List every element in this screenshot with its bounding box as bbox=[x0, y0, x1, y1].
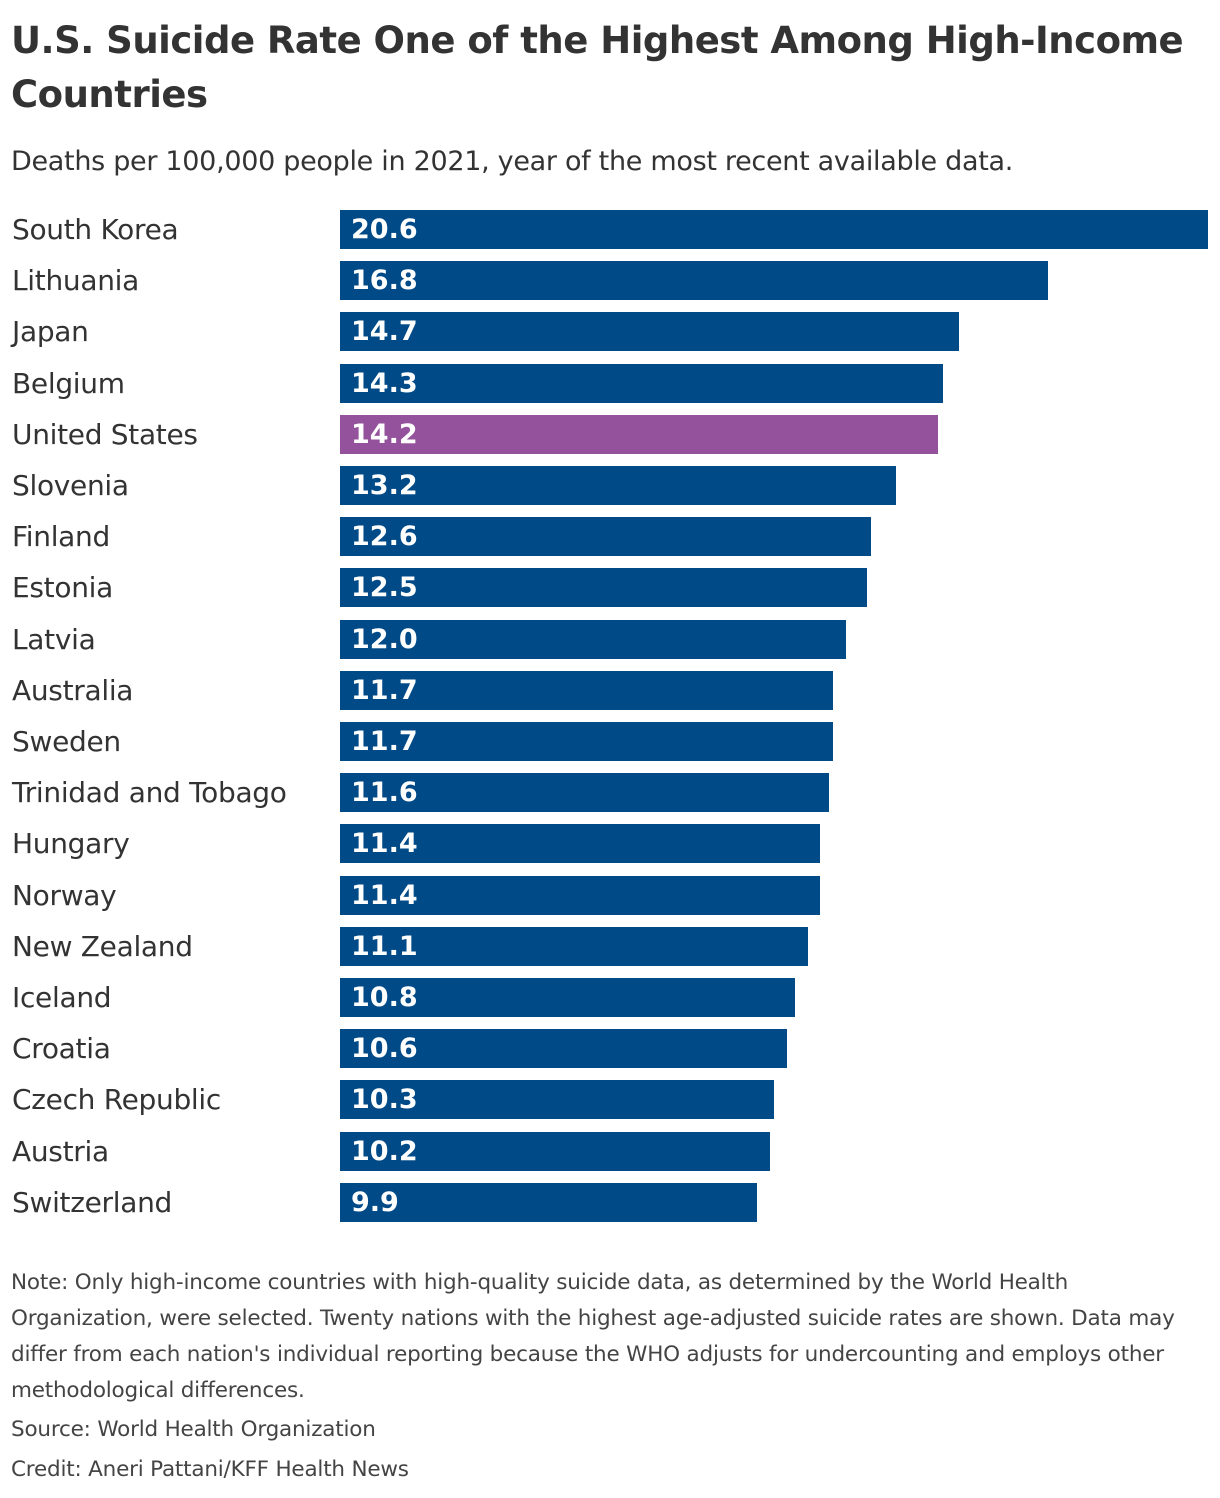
bar bbox=[340, 1080, 774, 1120]
data-label: 20.6 bbox=[351, 214, 418, 245]
data-label: 11.1 bbox=[351, 930, 418, 962]
category-label: Sweden bbox=[12, 725, 121, 758]
category-label: Belgium bbox=[12, 366, 125, 400]
bar bbox=[340, 414, 939, 454]
bar bbox=[340, 824, 821, 864]
category-label: Croatia bbox=[12, 1032, 111, 1066]
bar bbox=[340, 363, 943, 403]
category-label: New Zealand bbox=[12, 929, 193, 963]
category-label: Switzerland bbox=[12, 1185, 173, 1219]
bar bbox=[340, 517, 871, 557]
category-label: Norway bbox=[12, 878, 117, 912]
data-label: 10.6 bbox=[351, 1033, 418, 1065]
data-label: 10.2 bbox=[351, 1135, 418, 1167]
data-label: 14.3 bbox=[351, 367, 418, 399]
data-label: 12.0 bbox=[351, 623, 418, 655]
category-label: Latvia bbox=[12, 622, 96, 656]
category-label: United States bbox=[12, 417, 198, 451]
data-label: 11.6 bbox=[351, 777, 418, 809]
chart-title: U.S. Suicide Rate One of the Highest Amo… bbox=[11, 19, 1184, 116]
bar bbox=[340, 568, 867, 608]
category-label: Czech Republic bbox=[12, 1083, 221, 1117]
credit: Credit: Aneri Pattani/KFF Health News bbox=[11, 1457, 409, 1482]
category-label: Austria bbox=[12, 1134, 109, 1168]
bar bbox=[340, 1182, 758, 1222]
bar-chart: South Korea 20.6 Lithuania 16.8 Japan 14.7 Bel… bbox=[12, 210, 1208, 1222]
bar bbox=[340, 1131, 770, 1171]
data-label: 11.7 bbox=[351, 674, 418, 706]
source: Source: World Health Organization bbox=[11, 1417, 376, 1442]
bar bbox=[340, 722, 833, 761]
bar bbox=[340, 926, 808, 966]
bar bbox=[340, 312, 960, 352]
category-label: Japan bbox=[12, 315, 89, 349]
data-label: 11.7 bbox=[351, 726, 418, 757]
category-label: Hungary bbox=[12, 827, 130, 861]
bar bbox=[340, 1029, 787, 1069]
bar bbox=[340, 466, 897, 505]
category-label: Slovenia bbox=[12, 469, 129, 502]
data-label: 11.4 bbox=[351, 879, 418, 911]
data-label: 16.8 bbox=[351, 265, 418, 297]
bar bbox=[340, 978, 796, 1017]
bar bbox=[340, 670, 833, 710]
footnote: Note: Only high-income countries with hi… bbox=[11, 1270, 1175, 1403]
category-label: Finland bbox=[12, 520, 110, 554]
data-label: 13.2 bbox=[351, 470, 418, 501]
bar bbox=[340, 773, 829, 813]
data-label: 14.7 bbox=[351, 316, 418, 348]
bar bbox=[340, 210, 1208, 249]
category-label: South Korea bbox=[12, 213, 179, 246]
data-label: 12.6 bbox=[351, 521, 418, 553]
data-label: 9.9 bbox=[351, 1186, 399, 1218]
data-label: 12.5 bbox=[351, 572, 418, 604]
category-label: Iceland bbox=[12, 981, 112, 1014]
data-label: 14.2 bbox=[351, 418, 418, 450]
category-label: Trinidad and Tobago bbox=[12, 776, 287, 810]
bar bbox=[340, 619, 846, 659]
bar bbox=[340, 261, 1048, 301]
data-label: 11.4 bbox=[351, 828, 418, 860]
bar bbox=[340, 875, 821, 915]
data-label: 10.3 bbox=[351, 1084, 418, 1116]
chart-subtitle: Deaths per 100,000 people in 2021, year … bbox=[11, 146, 1014, 177]
data-label: 10.8 bbox=[351, 982, 418, 1013]
category-label: Estonia bbox=[12, 571, 113, 605]
category-label: Australia bbox=[12, 673, 134, 707]
category-label: Lithuania bbox=[12, 264, 139, 298]
